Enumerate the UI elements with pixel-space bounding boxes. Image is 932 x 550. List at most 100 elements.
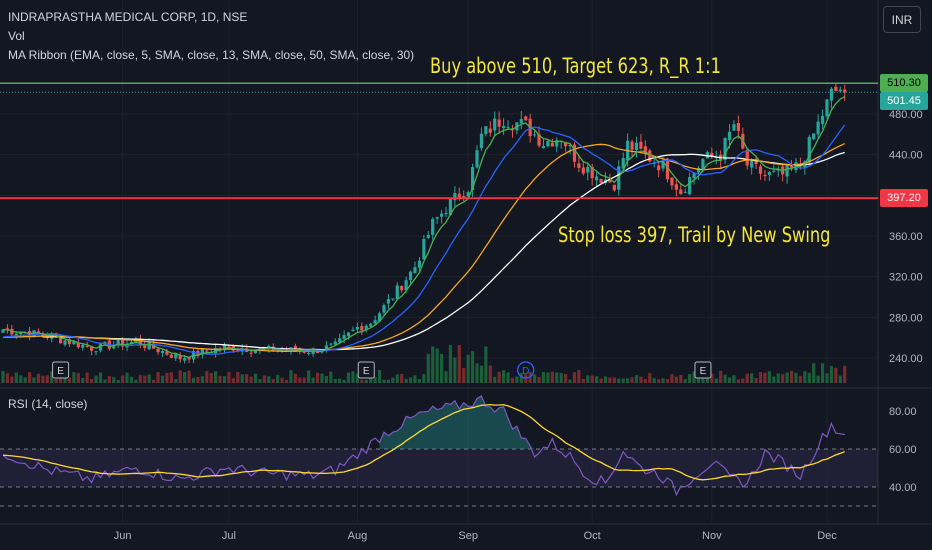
candle-body — [746, 150, 749, 166]
candle-body — [768, 172, 771, 175]
volume-bar — [506, 372, 509, 383]
time-tick-label: Nov — [702, 530, 722, 542]
candle-body — [81, 345, 84, 348]
candle-body — [524, 116, 527, 120]
candle-body — [351, 330, 354, 331]
candle-body — [630, 142, 633, 150]
candle-body — [679, 189, 682, 194]
volume-bar — [608, 377, 611, 383]
volume-bar — [298, 378, 301, 383]
volume-bar — [719, 371, 722, 383]
volume-bar — [489, 366, 492, 383]
resistance-price-label: 510.30 — [880, 74, 928, 92]
volume-bar — [537, 377, 540, 383]
volume-bar — [657, 379, 660, 383]
volume-bar — [24, 377, 27, 383]
volume-bar — [515, 377, 518, 383]
candle-body — [635, 143, 638, 150]
candle-body — [329, 344, 332, 345]
candle-body — [444, 213, 447, 214]
volume-bar — [245, 374, 248, 383]
price-tick-label: 360.00 — [889, 231, 923, 243]
candle-body — [338, 338, 341, 342]
candle-body — [821, 116, 824, 124]
currency-button[interactable]: INR — [883, 6, 921, 33]
volume-legend: Vol — [8, 29, 25, 43]
volume-bar — [715, 379, 718, 383]
volume-bar — [121, 375, 124, 383]
candle-body — [343, 335, 346, 339]
candle-body — [400, 286, 403, 290]
volume-bar — [347, 373, 350, 383]
volume-bar — [351, 371, 354, 383]
volume-bar — [830, 366, 833, 383]
candle-body — [577, 163, 580, 168]
price-tick-label: 240.00 — [889, 353, 923, 365]
volume-bar — [471, 351, 474, 383]
volume-bar — [630, 377, 633, 383]
volume-bar — [236, 372, 239, 383]
volume-bar — [316, 373, 319, 383]
volume-bar — [148, 375, 151, 383]
volume-bar — [440, 354, 443, 383]
volume-bar — [99, 372, 102, 383]
volume-bar — [192, 378, 195, 383]
candle-body — [728, 132, 731, 140]
volume-bar — [413, 375, 416, 383]
support-price-label: 397.20 — [880, 189, 928, 207]
volume-bar — [10, 376, 13, 383]
candle-body — [440, 214, 443, 217]
volume-bar — [604, 376, 607, 383]
volume-bar — [794, 373, 797, 383]
volume-bar — [112, 377, 115, 383]
volume-bar — [19, 375, 22, 383]
volume-bar — [338, 379, 341, 383]
candle-body — [369, 324, 372, 327]
volume-bar — [249, 377, 252, 383]
candle-body — [546, 141, 549, 146]
candle-body — [174, 354, 177, 358]
price-tick-label: 480.00 — [889, 109, 923, 121]
volume-bar — [223, 376, 226, 383]
candle-body — [396, 285, 399, 299]
candle-body — [520, 119, 523, 123]
volume-bar — [276, 375, 279, 383]
volume-bar — [90, 379, 93, 383]
rsi-tick-label: 80.00 — [889, 406, 917, 418]
candle-body — [307, 353, 310, 354]
volume-bar — [94, 375, 97, 383]
candle-body — [817, 122, 820, 135]
volume-bar — [427, 354, 430, 383]
time-tick-label: Aug — [348, 530, 368, 542]
volume-bar — [418, 379, 421, 383]
volume-bar — [546, 372, 549, 383]
volume-bar — [201, 376, 204, 383]
candle-body — [737, 123, 740, 131]
volume-bar — [568, 380, 571, 383]
volume-bar — [577, 370, 580, 383]
volume-bar — [573, 372, 576, 383]
candle-body — [688, 177, 691, 194]
volume-bar — [130, 377, 133, 383]
volume-bar — [241, 374, 244, 383]
volume-bar — [134, 380, 137, 383]
ma-ribbon — [3, 97, 845, 358]
volume-bar — [502, 370, 505, 383]
volume-bar — [599, 379, 602, 383]
candle-body — [692, 173, 695, 178]
candle-body — [360, 326, 363, 330]
volume-bar — [307, 371, 310, 383]
dividend-marker-label: D — [522, 366, 529, 377]
volume-bar — [511, 378, 514, 383]
volume-bar — [422, 374, 425, 383]
volume-bar — [564, 374, 567, 383]
earnings-marker-label: E — [57, 366, 64, 377]
volume-bar — [258, 379, 261, 383]
volume-bar — [755, 378, 758, 383]
candle-body — [750, 160, 753, 167]
volume-bar — [542, 372, 545, 383]
volume-bar — [648, 373, 651, 383]
volume-bar — [391, 378, 394, 383]
volume-bar — [400, 374, 403, 383]
event-markers: EEDE — [53, 362, 711, 378]
